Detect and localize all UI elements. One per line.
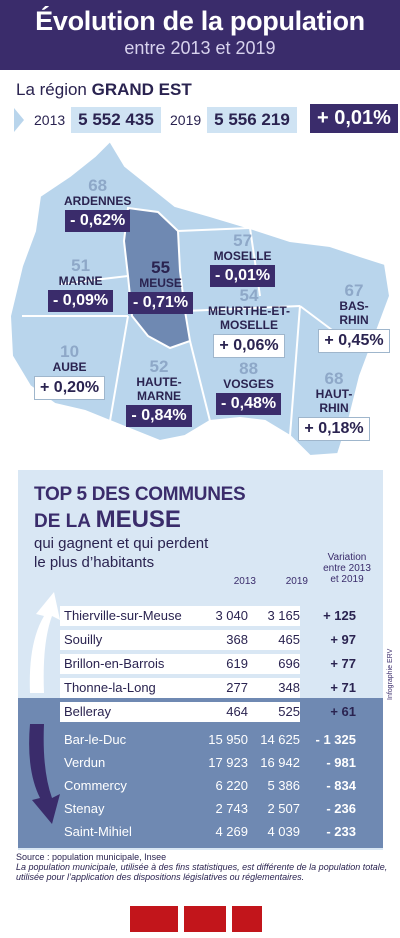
region-value-2019: 5 556 219	[207, 107, 297, 133]
table-row: Thonne-la-Long 277 348 + 71	[60, 678, 360, 698]
top5-title: TOP 5 DES COMMUNES	[34, 484, 246, 505]
arrow-down-icon	[29, 724, 60, 824]
region-2019: 2019 5 556 219	[170, 107, 297, 133]
col-header-2019: 2019	[285, 576, 308, 587]
table-row: Belleray 464 525 + 61	[60, 702, 360, 722]
publisher-logos	[130, 906, 262, 932]
header-banner: Évolution de la population entre 2013 et…	[0, 0, 400, 70]
dept-vosges: 88 VOSGES - 0,48%	[216, 360, 282, 415]
dept-meuse: 55 MEUSE - 0,71%	[128, 259, 194, 314]
table-row: Verdun 17 923 16 942 - 981	[64, 755, 356, 770]
dept-marne: 51 MARNE - 0,09%	[48, 257, 114, 312]
dept-bas-rhin: 67 BAS-RHIN + 0,45%	[318, 282, 390, 353]
dept-moselle: 57 MOSELLE - 0,01%	[210, 232, 276, 287]
table-row: Brillon-en-Barrois 619 696 + 77	[60, 654, 360, 674]
table-row: Bar-le-Duc 15 950 14 625 - 1 325	[64, 732, 356, 747]
table-row: Thierville-sur-Meuse 3 040 3 165 + 125	[60, 606, 360, 626]
source-note: Source : population municipale, Insee La…	[16, 852, 388, 882]
dept-haute-marne: 52 HAUTE-MARNE - 0,84%	[124, 358, 194, 427]
dept-haut-rhin: 68 HAUT-RHIN + 0,18%	[298, 370, 370, 441]
table-row: Souilly 368 465 + 97	[60, 630, 360, 650]
dept-meurthe-et-moselle: 54 MEURTHE-ET-MOSELLE + 0,06%	[196, 287, 302, 358]
vosges-matin-logo	[184, 906, 226, 932]
losers-section	[18, 698, 383, 848]
infographic-credit: Infographie ERV	[387, 648, 394, 700]
est-republicain-logo	[130, 906, 178, 932]
col-header-2013: 2013	[233, 576, 256, 587]
dept-ardennes: 68 ARDENNES - 0,62%	[64, 177, 131, 232]
page-subtitle: entre 2013 et 2019	[124, 38, 276, 58]
table-row: Saint-Mihiel 4 269 4 039 - 233	[64, 824, 356, 839]
arrow-up-icon	[29, 592, 60, 693]
rl-logo	[232, 906, 262, 932]
map-borders	[22, 227, 341, 437]
region-value-2013: 5 552 435	[71, 107, 161, 133]
region-label: La région GRAND EST	[16, 80, 192, 99]
region-2013: 2013 5 552 435	[34, 107, 161, 133]
chevron-right-icon	[14, 108, 24, 132]
table-row: Stenay 2 743 2 507 - 236	[64, 801, 356, 816]
page-title: Évolution de la population	[35, 6, 365, 36]
dept-aube: 10 AUBE + 0,20%	[34, 343, 106, 400]
region-variation-badge: + 0,01%	[310, 104, 398, 133]
top5-title-line2: DE LA MEUSE	[34, 506, 181, 533]
top5-subtitle: qui gagnent et qui perdent le plus d’hab…	[34, 535, 209, 571]
col-header-variation: Variation entre 2013 et 2019	[323, 552, 371, 585]
region-name: GRAND EST	[91, 80, 192, 99]
table-row: Commercy 6 220 5 386 - 834	[64, 778, 356, 793]
top5-dept-name: MEUSE	[95, 506, 181, 533]
